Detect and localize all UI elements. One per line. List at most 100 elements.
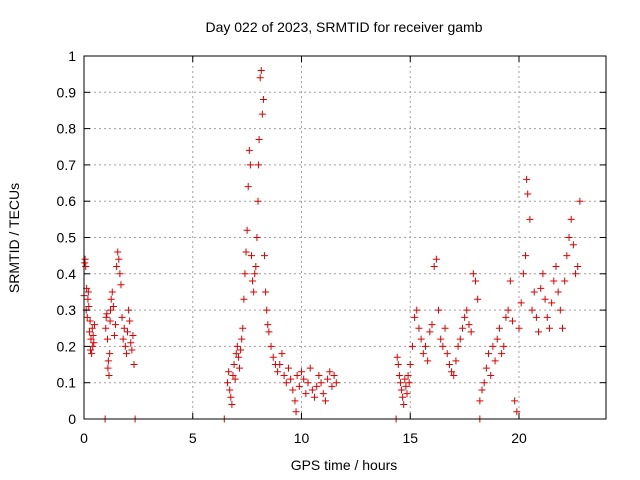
data-point <box>426 328 434 336</box>
data-point <box>276 361 284 369</box>
data-point <box>264 321 272 329</box>
data-point <box>233 342 241 350</box>
axis-ticks: 00.10.20.30.40.50.60.70.80.910 5 10 15 20 <box>57 48 606 446</box>
data-point <box>395 371 403 379</box>
data-point <box>399 393 407 401</box>
data-point <box>576 197 584 205</box>
y-tick-label: 0 <box>68 411 76 427</box>
data-point <box>491 357 499 365</box>
data-point <box>463 306 471 314</box>
data-point <box>458 324 466 332</box>
data-point <box>115 255 123 263</box>
data-point <box>243 226 251 234</box>
data-point <box>548 299 556 307</box>
data-point <box>234 353 242 361</box>
data-point <box>238 335 246 343</box>
data-point <box>106 317 114 325</box>
data-point <box>472 277 479 285</box>
data-point <box>116 270 124 278</box>
data-point <box>293 371 301 379</box>
y-tick-label: 0.3 <box>57 302 77 318</box>
data-point <box>559 324 566 332</box>
data-point <box>480 379 488 387</box>
data-point <box>439 342 447 350</box>
data-point <box>511 397 519 405</box>
data-point <box>441 324 449 332</box>
data-point <box>112 321 120 329</box>
data-point <box>88 324 96 332</box>
data-point <box>524 190 532 198</box>
data-point <box>87 335 95 343</box>
data-point <box>105 371 113 379</box>
data-point <box>82 263 90 271</box>
data-point <box>424 357 432 365</box>
data-point <box>263 306 271 314</box>
data-point <box>326 368 334 376</box>
chart-title: Day 022 of 2023, SRMTID for receiver gam… <box>205 19 482 35</box>
data-point <box>319 390 327 398</box>
data-point <box>467 328 475 336</box>
data-point <box>126 317 134 325</box>
data-point <box>118 313 126 321</box>
data-point <box>120 324 128 332</box>
data-point <box>278 350 286 358</box>
data-point <box>489 342 497 350</box>
data-point <box>461 313 469 321</box>
x-tick-label: 20 <box>511 430 527 446</box>
data-point <box>239 324 247 332</box>
data-point <box>102 313 110 321</box>
data-point <box>87 346 95 354</box>
data-point <box>532 313 540 321</box>
data-point <box>550 277 558 285</box>
data-point <box>255 135 263 143</box>
data-point <box>244 183 252 191</box>
data-point <box>419 350 427 358</box>
data-point <box>526 215 534 223</box>
data-point <box>417 335 425 343</box>
data-point <box>406 361 414 369</box>
data-point <box>261 252 269 260</box>
y-axis-label: SRMTID / TECUs <box>6 183 22 293</box>
data-point <box>515 324 523 332</box>
data-point <box>254 161 262 169</box>
y-tick-label: 0.7 <box>57 157 77 173</box>
data-point <box>574 263 582 271</box>
data-point <box>563 252 571 260</box>
data-point <box>230 361 238 369</box>
data-point <box>241 270 249 278</box>
data-point <box>258 110 266 118</box>
data-point <box>569 241 577 249</box>
data-point <box>259 96 267 104</box>
data-point <box>454 342 462 350</box>
data-point <box>88 350 96 358</box>
data-point <box>437 335 445 343</box>
y-tick-label: 0.9 <box>57 84 77 100</box>
x-tick-label: 0 <box>80 430 88 446</box>
data-point <box>107 306 115 314</box>
data-point <box>304 379 312 387</box>
data-point <box>130 361 138 369</box>
data-point <box>122 350 130 358</box>
data-point <box>306 364 314 372</box>
data-point <box>396 379 404 387</box>
data-point <box>253 234 261 241</box>
data-point <box>478 386 486 394</box>
data-point <box>284 364 292 372</box>
data-points <box>80 67 584 423</box>
data-point <box>402 382 410 390</box>
data-point <box>295 382 303 390</box>
data-point <box>330 371 338 379</box>
data-point <box>502 313 510 321</box>
data-point <box>408 342 416 350</box>
data-point <box>86 317 94 325</box>
data-point <box>110 332 118 340</box>
data-point <box>240 295 248 303</box>
data-point <box>435 306 443 314</box>
data-point <box>543 313 551 321</box>
data-point <box>474 295 482 303</box>
data-point <box>498 350 506 358</box>
data-point <box>393 353 401 361</box>
data-point <box>485 350 493 358</box>
data-point <box>430 263 438 271</box>
